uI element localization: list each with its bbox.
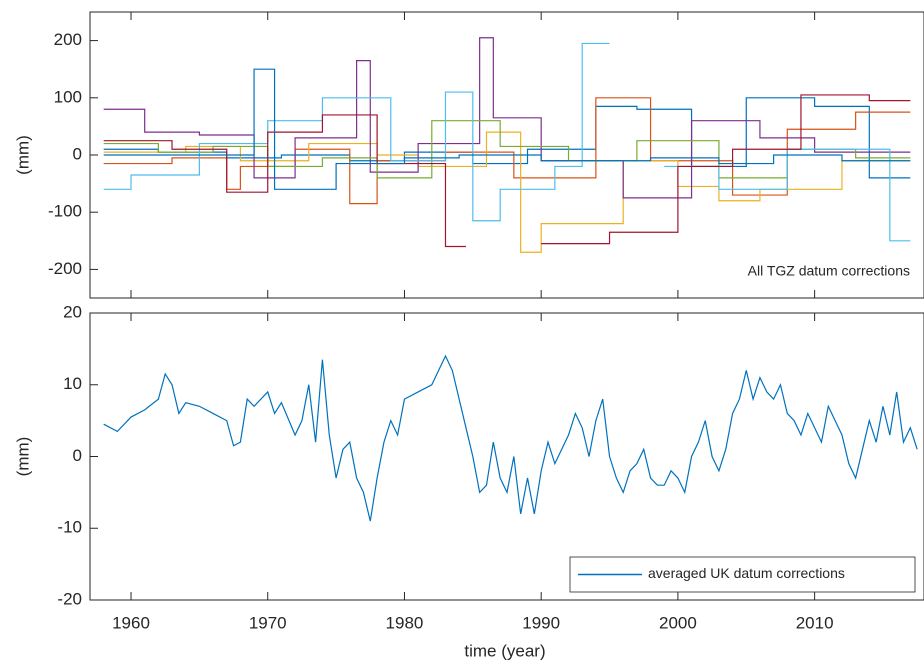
y-axis-label: (mm) bbox=[13, 135, 32, 175]
y-tick-label: 0 bbox=[73, 446, 82, 465]
data-line bbox=[103, 94, 911, 248]
y-tick-label: -100 bbox=[48, 202, 82, 221]
x-tick-label: 2000 bbox=[659, 613, 697, 632]
data-line bbox=[103, 120, 911, 179]
y-axis-label: (mm) bbox=[13, 437, 32, 477]
y-tick-label: -20 bbox=[57, 589, 82, 608]
x-axis-label: time (year) bbox=[464, 641, 545, 660]
x-tick-label: 1960 bbox=[112, 613, 150, 632]
annotation: All TGZ datum corrections bbox=[748, 263, 910, 279]
x-tick-label: 1980 bbox=[386, 613, 424, 632]
x-tick-label: 1970 bbox=[249, 613, 287, 632]
data-line bbox=[103, 42, 911, 242]
legend-label: averaged UK datum corrections bbox=[648, 565, 845, 581]
data-line bbox=[103, 68, 911, 190]
y-tick-label: 200 bbox=[54, 30, 82, 49]
data-line bbox=[103, 354, 918, 522]
y-tick-label: 0 bbox=[73, 144, 82, 163]
y-tick-label: 100 bbox=[54, 87, 82, 106]
y-tick-label: -200 bbox=[48, 259, 82, 278]
y-tick-label: 10 bbox=[63, 374, 82, 393]
x-tick-label: 1990 bbox=[522, 613, 560, 632]
data-line bbox=[103, 37, 911, 199]
x-tick-label: 2010 bbox=[796, 613, 834, 632]
y-tick-label: -10 bbox=[57, 518, 82, 537]
y-tick-label: 20 bbox=[63, 302, 82, 321]
plot-area bbox=[89, 312, 924, 601]
